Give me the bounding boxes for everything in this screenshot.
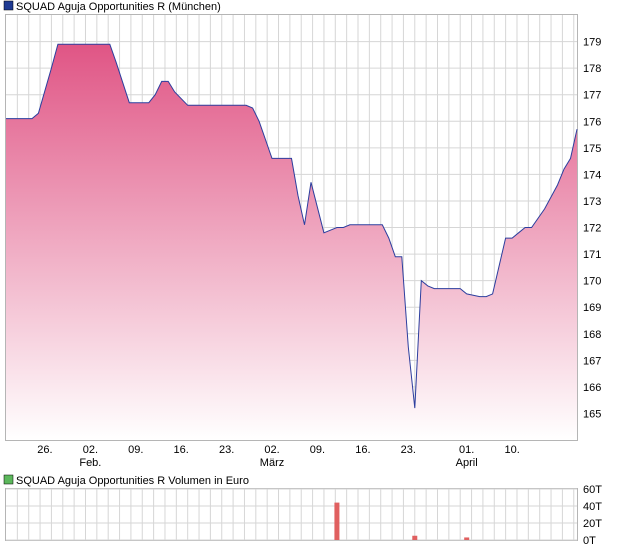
volume-y-tick-label: 40T xyxy=(583,501,602,513)
volume-plot-frame xyxy=(5,488,578,541)
price-y-tick-label: 166 xyxy=(583,382,601,394)
volume-y-tick-label: 60T xyxy=(583,484,602,496)
price-y-tick-label: 176 xyxy=(583,116,601,128)
price-x-tick-label: 26. xyxy=(37,444,52,456)
price-y-tick-label: 173 xyxy=(583,196,601,208)
price-legend-label: SQUAD Aguja Opportunities R (München) xyxy=(16,1,221,13)
price-y-tick-label: 175 xyxy=(583,143,601,155)
volume-bar xyxy=(412,535,418,540)
price-x-month-label: April xyxy=(456,457,478,469)
price-x-tick-label: 10. xyxy=(504,444,519,456)
price-area xyxy=(6,44,577,440)
price-y-tick-label: 174 xyxy=(583,169,601,181)
price-x-tick-label: 09. xyxy=(310,444,325,456)
volume-legend-swatch xyxy=(3,474,14,485)
volume-y-axis-labels: 0T 20T 40T 60T xyxy=(583,484,602,546)
volume-grid xyxy=(6,488,577,541)
price-x-tick-label: 16. xyxy=(174,444,189,456)
price-x-tick-label: 01. xyxy=(459,444,474,456)
volume-legend-label: SQUAD Aguja Opportunities R Volumen in E… xyxy=(16,475,249,487)
price-x-month-label: März xyxy=(260,457,284,469)
price-y-tick-label: 168 xyxy=(583,329,601,341)
price-x-tick-label: 23. xyxy=(401,444,416,456)
price-y-axis-labels: 165 166 167 168 169 170 171 172 173 174 175 176 177 1… xyxy=(583,37,601,421)
price-legend-swatch xyxy=(3,0,14,11)
price-x-tick-label: 09. xyxy=(128,444,143,456)
price-line xyxy=(6,43,578,409)
price-y-tick-label: 169 xyxy=(583,302,601,314)
volume-bar xyxy=(334,502,340,540)
volume-y-tick-label: 20T xyxy=(583,518,602,530)
price-x-month-label: Feb. xyxy=(79,457,101,469)
price-x-tick-label: 02. xyxy=(264,444,279,456)
price-y-tick-label: 165 xyxy=(583,408,601,420)
price-x-tick-label: 23. xyxy=(219,444,234,456)
volume-y-tick-label: 0T xyxy=(583,535,596,546)
price-x-tick-label: 16. xyxy=(355,444,370,456)
volume-bar xyxy=(464,537,470,540)
price-y-tick-label: 171 xyxy=(583,249,601,261)
price-y-tick-label: 170 xyxy=(583,276,601,288)
price-x-tick-label: 02. xyxy=(83,444,98,456)
price-y-tick-label: 177 xyxy=(583,90,601,102)
price-y-tick-label: 178 xyxy=(583,63,601,75)
price-y-tick-label: 172 xyxy=(583,223,601,235)
volume-bars xyxy=(334,502,470,540)
price-y-tick-label: 167 xyxy=(583,355,601,367)
price-y-tick-label: 179 xyxy=(583,37,601,49)
